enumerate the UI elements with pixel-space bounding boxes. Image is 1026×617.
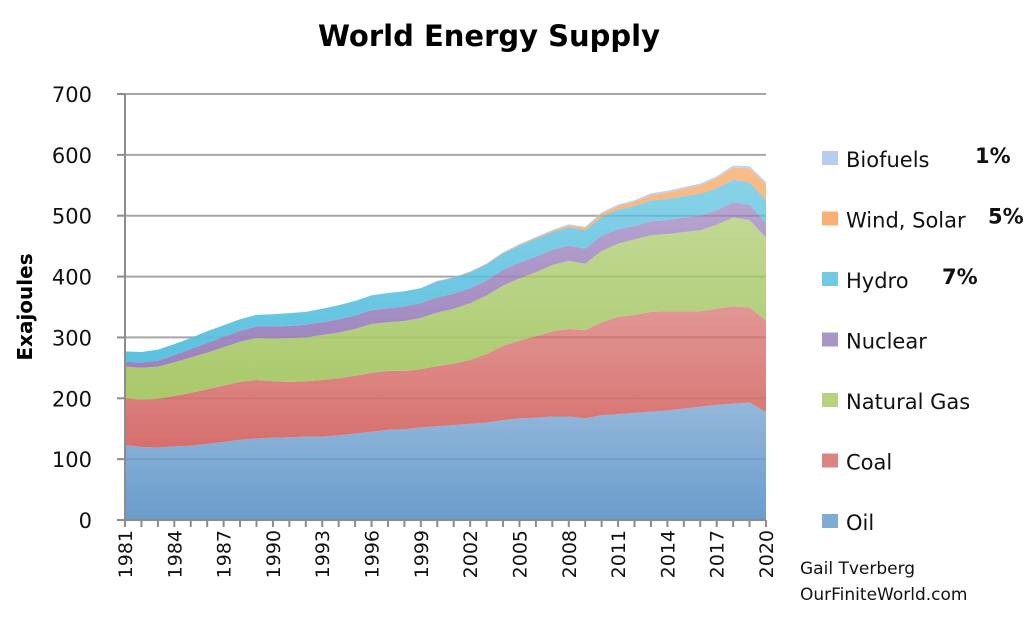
y-tick-label: 400 [52,266,92,290]
legend-label: Wind, Solar [846,209,966,233]
credit-site: OurFiniteWorld.com [800,585,967,605]
stacked-areas [125,165,766,520]
legend-label: Biofuels [846,148,930,172]
legend-swatch [822,332,838,347]
area-hydro [125,179,766,363]
x-tick-label: 2014 [657,530,679,578]
legend-swatch [822,514,838,528]
area-nuclear [125,202,766,368]
y-tick-label: 200 [52,387,92,411]
legend-swatch [822,453,838,468]
y-tick-labels: 0 100 200 300 400 500 600 700 [52,83,92,533]
legend-item-natural-gas: Natural Gas [822,390,970,414]
x-tick-label: 2011 [608,530,630,578]
x-tick-label: 1990 [263,530,285,578]
y-axis-label: Exajoules [13,253,37,360]
x-tick-label: 1999 [411,530,433,578]
y-tick-label: 600 [52,144,92,168]
legend-label: Nuclear [846,330,927,354]
axes [117,93,767,527]
legend-item-coal: Coal [822,451,892,475]
area-biofuels [125,165,766,352]
y-tick-label: 100 [52,448,92,472]
x-tick-label: 1996 [362,530,384,578]
y-tick-label: 300 [52,326,92,350]
area-coal [125,306,766,448]
legend-swatch [822,151,838,165]
legend-label: Coal [846,451,892,475]
x-tick-label: 2005 [509,530,531,578]
y-tick-label: 700 [52,83,92,107]
legend: Biofuels 1% Wind, Solar 5% Hydro 7% Nuclear Nat… [822,144,1024,535]
x-tick-label: 1984 [164,530,186,578]
legend-swatch [822,272,838,286]
legend-item-hydro: Hydro 7% [822,265,978,293]
legend-label: Oil [846,511,874,535]
chart-title: World Energy Supply [318,19,660,53]
legend-item-oil: Oil [822,511,874,535]
legend-share-annotation: 7% [942,265,978,289]
legend-share-annotation: 5% [988,205,1024,229]
x-tick-label: 2008 [559,530,581,578]
y-tick-label: 500 [52,205,92,229]
x-tick-label: 1987 [214,530,236,578]
legend-swatch [822,211,838,226]
legend-swatch [822,393,838,407]
x-tick-label: 2020 [756,530,778,578]
legend-label: Hydro [846,269,909,293]
legend-label: Natural Gas [846,390,970,414]
x-tick-label: 1981 [115,530,137,578]
area-wind-solar [125,167,766,352]
area-natural-gas [125,217,766,400]
legend-item-nuclear: Nuclear [822,330,927,354]
credit-author: Gail Tverberg [800,559,915,579]
area-oil [125,402,766,520]
y-tick-label: 0 [79,509,92,533]
x-tick-label: 2002 [460,530,482,578]
x-tick-labels: 1981 1984 1987 1990 1993 1996 1999 2002 2005 2008… [115,530,778,578]
legend-share-annotation: 1% [975,144,1011,168]
legend-item-biofuels: Biofuels 1% [822,144,1011,172]
legend-item-wind-solar: Wind, Solar 5% [822,205,1024,233]
x-tick-label: 1993 [312,530,334,578]
x-tick-label: 2017 [707,530,729,578]
